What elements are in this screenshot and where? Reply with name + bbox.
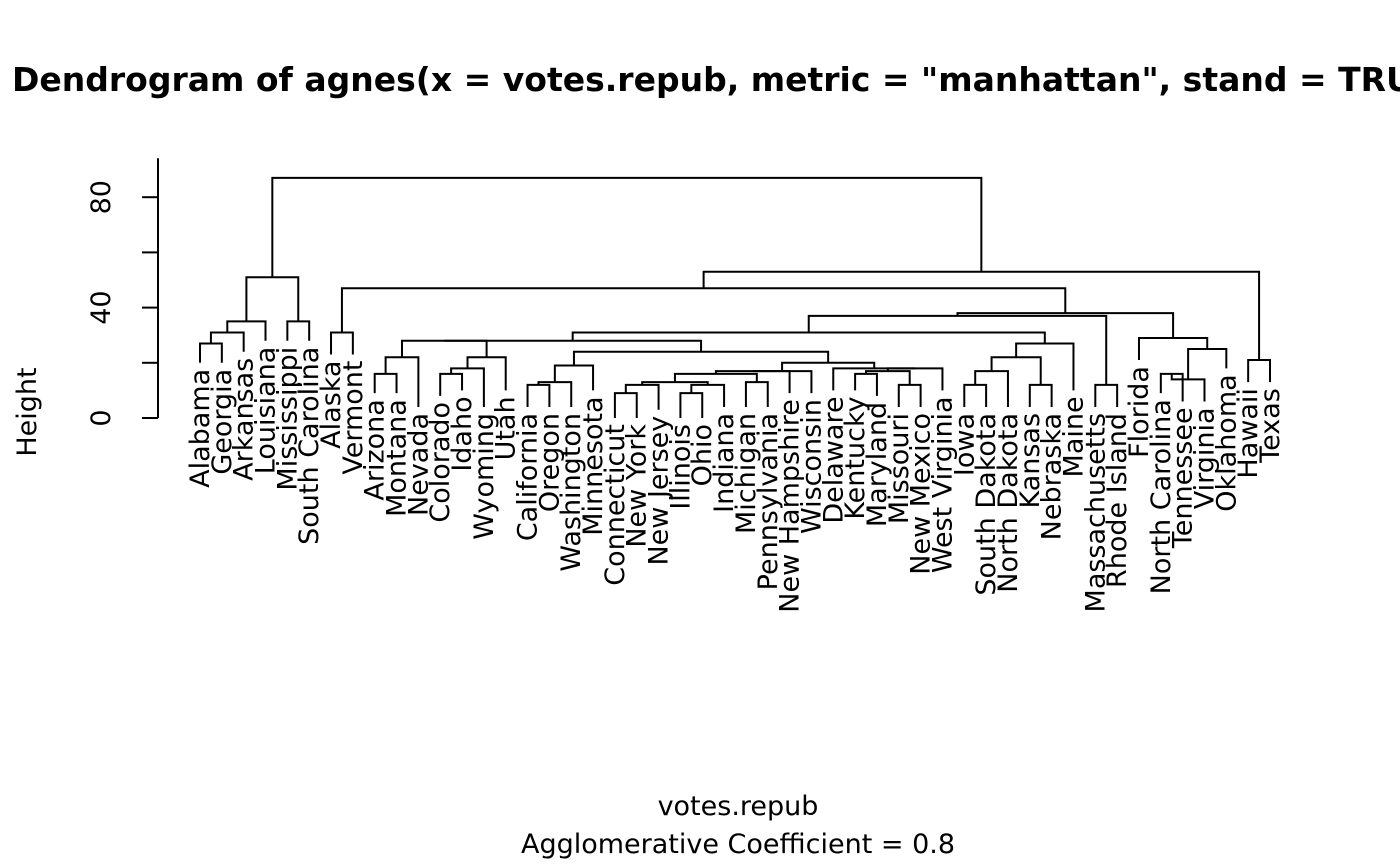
leaf-label: Rhode Island — [1102, 413, 1133, 588]
y-tick-label: 40 — [86, 290, 117, 324]
leaf-label: Massachusetts — [1080, 413, 1111, 613]
dendrogram-link — [673, 372, 758, 383]
leaf-label: Nevada — [403, 413, 434, 516]
dendrogram-link — [373, 372, 398, 394]
leaf-label: Hawaii — [1233, 388, 1264, 478]
dendrogram-link — [624, 383, 660, 410]
dendrogram-link — [199, 342, 223, 363]
leaf-label: Ohio — [687, 424, 718, 486]
dendrogram-link — [854, 372, 878, 396]
dendrogram-link — [271, 176, 983, 278]
leaf-label: Maine — [1058, 396, 1089, 477]
leaf-label: New York — [622, 424, 653, 548]
y-tick-label: 0 — [86, 409, 117, 426]
leaf-label: Mississippi — [272, 347, 303, 491]
leaf-label: Oklahoma — [1211, 374, 1242, 511]
leaf-label: North Dakota — [993, 413, 1024, 593]
leaf-label: Iowa — [949, 413, 980, 476]
dendrogram-links — [199, 176, 1271, 418]
leaf-label: Minnesota — [578, 396, 609, 535]
dendrogram-link — [807, 314, 1108, 385]
dendrogram-link — [526, 383, 551, 407]
dendrogram-link — [832, 367, 916, 391]
dendrogram-link — [613, 392, 638, 418]
dendrogram-link — [781, 361, 876, 372]
dendrogram-link — [226, 320, 267, 341]
leaf-labels: AlabamaGeorgiaArkansasLouisianaMississip… — [185, 347, 1286, 613]
leaf-label: Virginia — [1189, 407, 1220, 509]
leaf-label: Vermont — [338, 361, 369, 475]
dendrogram-link — [466, 356, 507, 391]
dendrogram-link — [974, 370, 1009, 407]
agglomerative-coefficient: Agglomerative Coefficient = 0.8 — [521, 829, 955, 860]
dendrogram-link — [690, 383, 726, 407]
leaf-label: Indiana — [709, 413, 740, 513]
y-tick-label: 80 — [86, 180, 117, 214]
leaf-label: Georgia — [207, 369, 238, 475]
dendrogram-link — [245, 276, 300, 322]
dendrogram-link — [400, 339, 488, 358]
leaf-label: Kansas — [1015, 413, 1046, 509]
leaf-label: West Virginia — [927, 396, 958, 573]
dendrogram-link — [553, 364, 595, 391]
dendrogram-link — [439, 372, 464, 396]
dendrogram-link — [897, 383, 922, 407]
leaf-label: Michigan — [731, 413, 762, 534]
leaf-label: Alabama — [185, 369, 216, 488]
dendrogram-link — [752, 370, 813, 394]
dendrogram-link — [330, 331, 354, 355]
leaf-label: North Carolina — [1146, 399, 1177, 594]
dendrogram-link — [571, 331, 1046, 344]
leaf-label: Arizona — [360, 399, 391, 500]
leaf-label: Oregon — [534, 413, 565, 512]
leaf-label: California — [513, 413, 544, 541]
y-axis: 0 40 80 — [86, 158, 159, 427]
leaf-label: South Carolina — [294, 347, 325, 545]
dendrogram-link — [963, 383, 988, 407]
dendrogram-link — [1094, 383, 1119, 407]
leaf-label: Texas — [1255, 388, 1286, 464]
dendrogram-link — [286, 320, 311, 341]
leaf-label: South Dakota — [971, 413, 1002, 596]
leaf-label: New Hampshire — [775, 399, 806, 613]
x-axis-label: votes.repub — [658, 791, 819, 822]
dendrogram-link — [340, 287, 1067, 333]
leaf-label: Tennessee — [1168, 407, 1199, 549]
leaf-label: Louisiana — [251, 347, 282, 474]
leaf-label: Alaska — [316, 361, 347, 449]
dendrogram-link — [1015, 342, 1075, 391]
leaf-label: Montana — [382, 399, 413, 517]
dendrogram-link — [209, 331, 245, 352]
chart-title: Dendrogram of agnes(x = votes.repub, met… — [12, 60, 1400, 99]
leaf-label: Colorado — [425, 402, 456, 523]
y-axis-label: Height — [12, 367, 43, 456]
leaf-label: Wyoming — [469, 413, 500, 540]
leaf-label: Kentucky — [840, 396, 871, 519]
leaf-label: Illinois — [665, 424, 696, 510]
dendrogram-link — [1247, 359, 1271, 383]
leaf-label: Florida — [1124, 366, 1155, 458]
leaf-label: Missouri — [884, 413, 915, 524]
dendrogram-link — [679, 392, 704, 418]
leaf-label: Wisconsin — [796, 399, 827, 534]
leaf-label: Arkansas — [229, 358, 260, 481]
leaf-label: Delaware — [818, 396, 849, 523]
dendrogram-link — [444, 339, 703, 352]
leaf-label: Pennsylvania — [753, 413, 784, 590]
leaf-label: Utah — [491, 396, 522, 460]
leaf-label: New Mexico — [906, 413, 937, 575]
leaf-label: New Jersey — [644, 416, 675, 566]
leaf-label: Idaho — [447, 396, 478, 471]
dendrogram-link — [744, 381, 769, 407]
leaf-label: Connecticut — [600, 424, 631, 586]
leaf-label: Nebraska — [1037, 413, 1068, 540]
dendrogram-link — [1028, 383, 1053, 407]
leaf-label: Maryland — [862, 402, 893, 527]
leaf-label: Washington — [556, 413, 587, 572]
